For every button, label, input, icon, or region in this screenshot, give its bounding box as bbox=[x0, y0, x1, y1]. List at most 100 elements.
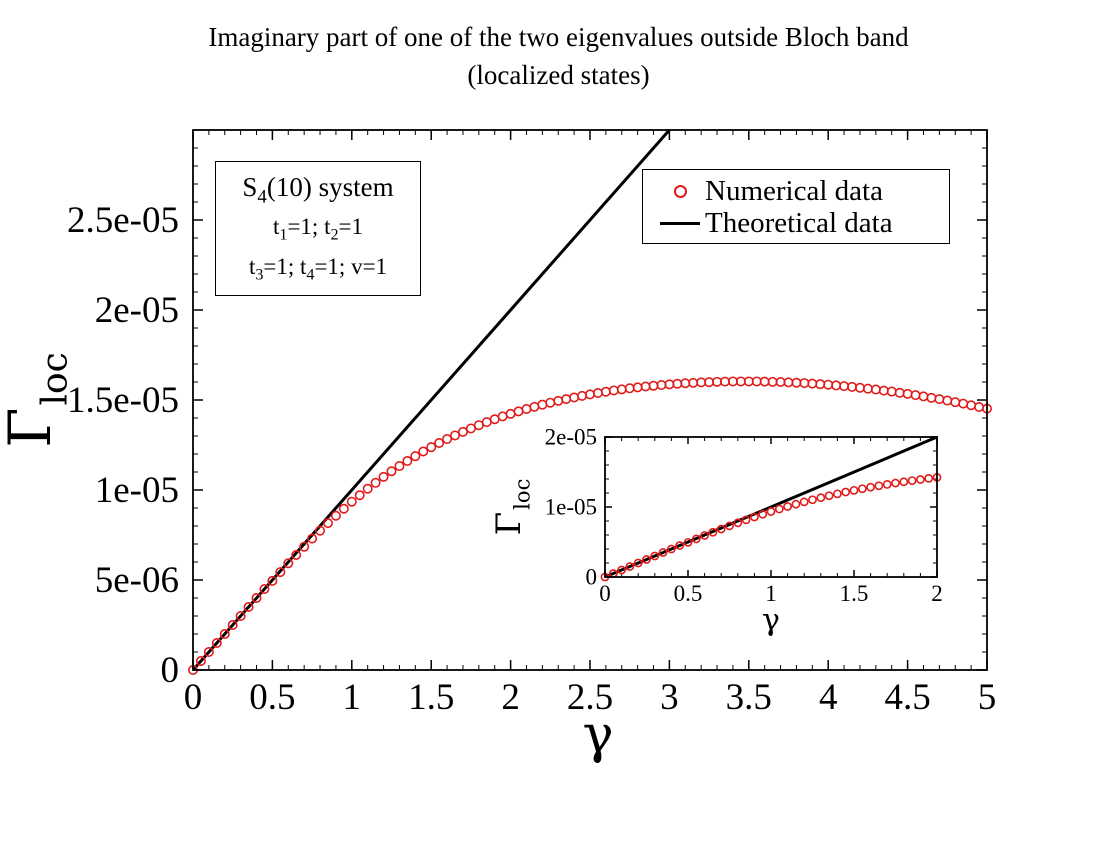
main-data-point bbox=[600, 386, 611, 397]
main-data-point bbox=[719, 376, 730, 387]
main-data-point bbox=[426, 442, 437, 453]
inset-y-tick-label: 0 bbox=[586, 565, 598, 590]
main-x-tick-label: 0 bbox=[184, 677, 203, 718]
main-x-axis-label: γ bbox=[582, 705, 613, 765]
main-data-point bbox=[735, 376, 746, 387]
main-y-axis-symbol: Γ bbox=[0, 408, 64, 448]
main-data-point bbox=[910, 390, 921, 401]
main-data-point bbox=[402, 456, 413, 467]
main-data-point bbox=[878, 385, 889, 396]
main-data-point bbox=[743, 376, 754, 387]
inset-x-tick-label: 1 bbox=[765, 581, 777, 606]
main-data-point bbox=[457, 426, 468, 437]
inset-data-point bbox=[774, 504, 784, 514]
main-data-point bbox=[767, 376, 778, 387]
main-theoretical-line bbox=[193, 130, 671, 670]
main-data-point bbox=[799, 378, 810, 389]
main-data-point bbox=[902, 388, 913, 399]
inset-plot: 0 0.5 1 1.5 2 0 1e-05 2e-05 γ Γloc bbox=[489, 423, 959, 653]
legend-label-numerical: Numerical data bbox=[705, 174, 883, 207]
inset-data-point bbox=[758, 509, 768, 519]
main-data-point bbox=[235, 610, 246, 621]
inset-data-point bbox=[725, 521, 734, 531]
inset-data-point bbox=[658, 548, 668, 557]
main-data-point bbox=[862, 383, 873, 394]
legend-label-theoretical: Theoretical data bbox=[705, 206, 893, 239]
inset-y-tick-label: 2e-05 bbox=[545, 425, 597, 450]
inset-x-tick-label: 2 bbox=[931, 581, 943, 606]
legend: Numerical data Theoretical data bbox=[642, 169, 950, 244]
inset-data-point bbox=[733, 518, 743, 528]
inset-background bbox=[515, 423, 959, 653]
inset-data-point bbox=[816, 493, 826, 503]
inset-data-point bbox=[750, 512, 759, 522]
main-data-point bbox=[759, 376, 770, 387]
main-y-axis-label-text: Γloc bbox=[0, 352, 75, 448]
main-data-point bbox=[315, 525, 326, 536]
main-data-point bbox=[974, 402, 985, 413]
main-data-point bbox=[537, 399, 548, 410]
main-data-point bbox=[584, 389, 595, 400]
main-data-point bbox=[569, 392, 580, 403]
inset-y-axis-symbol: Γ bbox=[489, 512, 529, 536]
inset-data-point bbox=[675, 541, 685, 550]
main-data-point bbox=[958, 398, 969, 409]
main-data-point bbox=[775, 376, 786, 387]
main-data-point bbox=[410, 451, 421, 462]
main-data-point bbox=[450, 430, 461, 441]
legend-item-theoretical: Theoretical data bbox=[655, 206, 893, 239]
inset-data-point bbox=[625, 562, 635, 571]
main-data-point bbox=[203, 646, 214, 657]
inset-x-tick-label: 1.5 bbox=[840, 581, 869, 606]
main-data-point bbox=[640, 381, 651, 392]
main-plot: 0 0.5 1 1.5 2 2.5 3 3.5 4 4.5 5 0 5e-06 1e-05 1.5e-05 2… bbox=[0, 129, 996, 765]
main-data-point bbox=[497, 411, 508, 422]
main-data-point bbox=[227, 619, 238, 630]
main-x-tick-label: 3.5 bbox=[726, 677, 772, 718]
inset-data-point bbox=[708, 527, 718, 537]
main-data-point bbox=[505, 408, 516, 419]
main-data-point bbox=[688, 377, 699, 388]
inset-data-point bbox=[700, 531, 709, 540]
main-data-point bbox=[966, 400, 977, 411]
main-data-point bbox=[561, 394, 572, 405]
main-data-point bbox=[886, 386, 897, 397]
main-data-point bbox=[815, 379, 826, 390]
main-data-point bbox=[608, 385, 619, 396]
main-data-point bbox=[275, 567, 286, 578]
inset-data-point bbox=[899, 477, 909, 487]
main-data-point bbox=[553, 395, 564, 406]
main-data-point bbox=[338, 503, 349, 514]
main-data-point bbox=[243, 601, 254, 612]
main-data-point bbox=[664, 379, 675, 390]
inset-data-point bbox=[833, 489, 842, 499]
inset-data-point bbox=[791, 499, 801, 509]
main-data-point bbox=[680, 378, 691, 389]
inset-data-point bbox=[841, 487, 851, 497]
main-data-point bbox=[592, 387, 603, 398]
main-data-point bbox=[854, 382, 865, 393]
inset-data-point bbox=[617, 565, 626, 575]
main-data-point bbox=[291, 549, 302, 560]
main-y-tick-label: 1e-05 bbox=[95, 470, 179, 511]
inset-x-tick-label: 0 bbox=[599, 581, 611, 606]
inset-data-point bbox=[650, 551, 660, 561]
inset-data-point bbox=[916, 475, 925, 484]
main-data-point bbox=[370, 477, 381, 488]
main-data-point bbox=[434, 438, 445, 449]
main-y-tick-label: 0 bbox=[161, 650, 180, 691]
inset-data-point bbox=[683, 537, 693, 547]
main-data-point bbox=[656, 380, 667, 391]
main-data-point bbox=[330, 510, 341, 521]
main-data-point bbox=[847, 381, 858, 392]
main-data-point bbox=[918, 391, 929, 402]
main-data-point bbox=[322, 518, 333, 529]
main-data-point bbox=[521, 403, 532, 414]
main-data-point bbox=[465, 423, 476, 434]
legend-line-marker bbox=[655, 221, 705, 225]
main-data-point bbox=[394, 461, 405, 472]
inset-data-point bbox=[642, 555, 651, 564]
inset-data-point bbox=[783, 502, 792, 511]
main-data-point bbox=[267, 575, 278, 586]
